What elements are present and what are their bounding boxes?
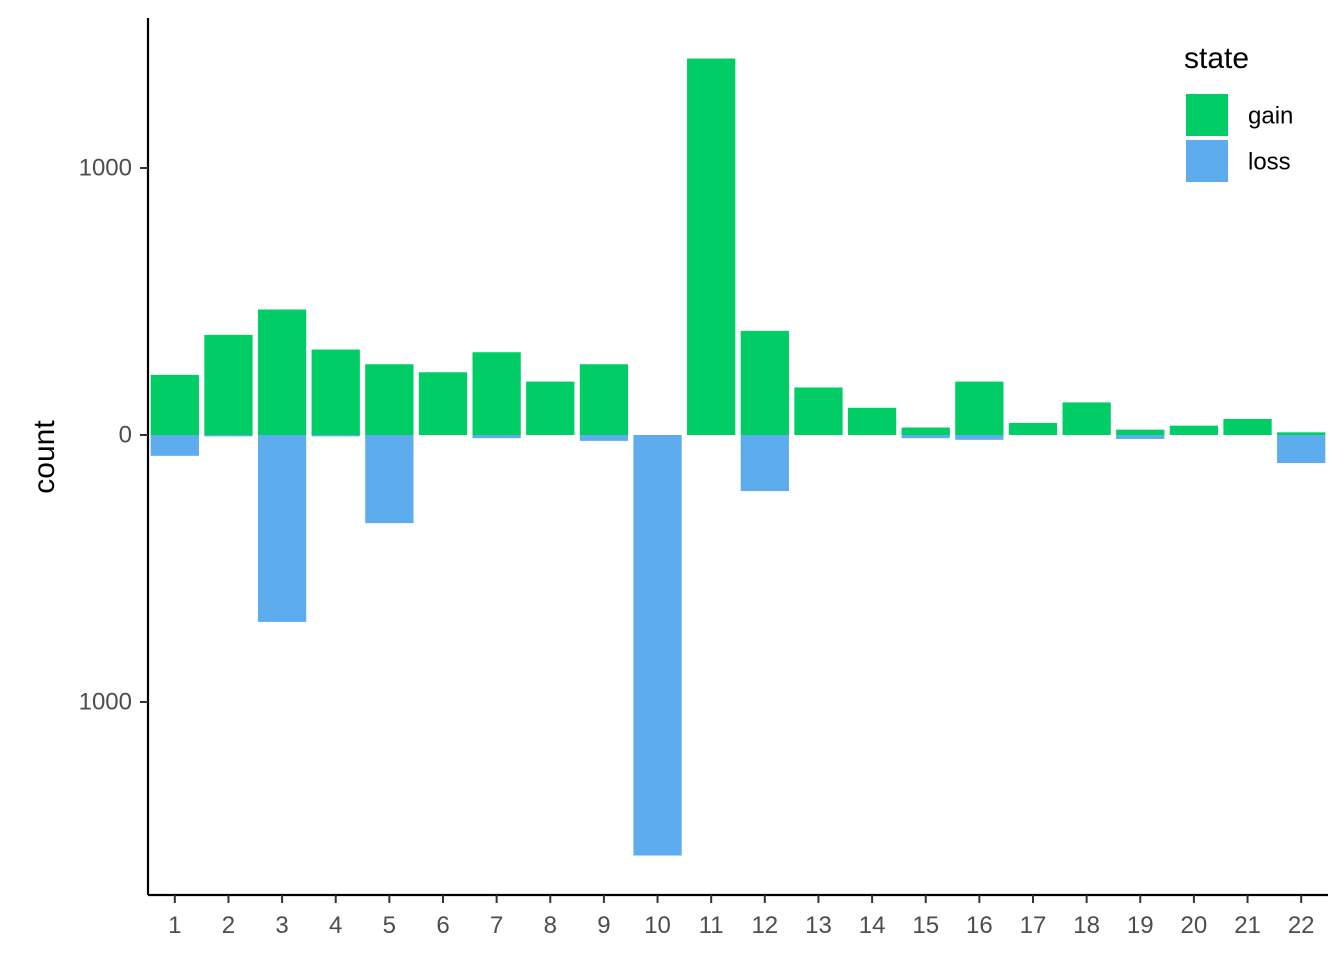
y-tick-label: 0 xyxy=(119,422,132,449)
y-tick-label: 1000 xyxy=(79,155,132,182)
legend-items: gain loss xyxy=(1186,94,1293,182)
y-ticks-group: 1000 0 1000 xyxy=(79,155,148,716)
x-tick-label: 4 xyxy=(329,912,342,939)
x-tick-label: 7 xyxy=(490,912,503,939)
x-tick-label: 6 xyxy=(436,912,449,939)
x-tick-label: 9 xyxy=(597,912,610,939)
bar-loss-15 xyxy=(901,435,950,439)
bar-gain-6 xyxy=(418,372,468,435)
x-tick-label: 21 xyxy=(1234,912,1261,939)
legend-label-gain: gain xyxy=(1248,103,1293,130)
x-tick-label: 8 xyxy=(544,912,557,939)
bar-loss-10 xyxy=(633,435,682,856)
bar-gain-21 xyxy=(1223,418,1272,435)
bar-gain-12 xyxy=(740,330,789,435)
bar-loss-19 xyxy=(1116,435,1165,440)
x-tick-label: 13 xyxy=(805,912,832,939)
x-tick-label: 11 xyxy=(699,912,724,939)
x-tick-label: 12 xyxy=(751,912,778,939)
bar-gain-13 xyxy=(794,387,843,435)
x-tick-label: 15 xyxy=(912,912,939,939)
bar-gain-19 xyxy=(1116,429,1165,435)
bar-loss-7 xyxy=(472,435,521,439)
bar-gain-7 xyxy=(472,352,521,435)
x-tick-label: 5 xyxy=(383,912,396,939)
x-tick-label: 17 xyxy=(1020,912,1047,939)
bar-gain-20 xyxy=(1169,425,1219,435)
x-tick-label: 10 xyxy=(644,912,671,939)
bar-gain-8 xyxy=(526,381,575,435)
x-tick-label: 14 xyxy=(859,912,886,939)
x-tick-label: 18 xyxy=(1073,912,1100,939)
bar-gain-4 xyxy=(311,349,360,435)
x-tick-label: 2 xyxy=(222,912,235,939)
legend-title: state xyxy=(1184,42,1249,75)
bar-gain-9 xyxy=(579,364,629,435)
bar-gain-14 xyxy=(847,407,897,435)
bars-group xyxy=(150,58,1326,856)
legend-label-loss: loss xyxy=(1248,149,1291,176)
legend-key-loss xyxy=(1186,140,1228,182)
bar-gain-3 xyxy=(257,309,307,435)
bar-gain-18 xyxy=(1062,402,1111,435)
bar-loss-4 xyxy=(311,435,360,437)
bar-loss-3 xyxy=(257,435,307,622)
bar-loss-12 xyxy=(740,435,789,492)
x-tick-label: 1 xyxy=(168,912,181,939)
y-tick-label: 1000 xyxy=(79,689,132,716)
bar-gain-17 xyxy=(1008,422,1058,435)
bar-loss-1 xyxy=(150,435,199,456)
x-tick-label: 16 xyxy=(966,912,993,939)
legend-key-gain xyxy=(1186,94,1228,136)
bar-gain-2 xyxy=(204,334,253,435)
x-ticks-group: 1 2 3 4 5 6 7 8 9 10 11 12 13 14 15 16 17 18 19 20 21 22 xyxy=(168,895,1315,939)
legend: state gain loss xyxy=(1184,42,1293,182)
bar-loss-22 xyxy=(1277,435,1326,464)
y-axis-title: count xyxy=(28,420,61,494)
bar-loss-16 xyxy=(955,435,1004,440)
bar-gain-15 xyxy=(901,427,950,435)
x-tick-label: 20 xyxy=(1181,912,1208,939)
bar-loss-5 xyxy=(365,435,414,524)
x-tick-label: 19 xyxy=(1127,912,1154,939)
x-tick-label: 3 xyxy=(275,912,288,939)
bar-gain-11 xyxy=(687,58,736,435)
bar-gain-16 xyxy=(955,381,1004,435)
bar-gain-5 xyxy=(365,364,414,435)
bar-gain-22 xyxy=(1277,432,1326,435)
bar-loss-9 xyxy=(579,435,629,441)
x-tick-label: 22 xyxy=(1288,912,1315,939)
bar-gain-1 xyxy=(150,374,199,435)
axes-group xyxy=(146,18,1328,897)
bar-loss-2 xyxy=(204,435,253,437)
